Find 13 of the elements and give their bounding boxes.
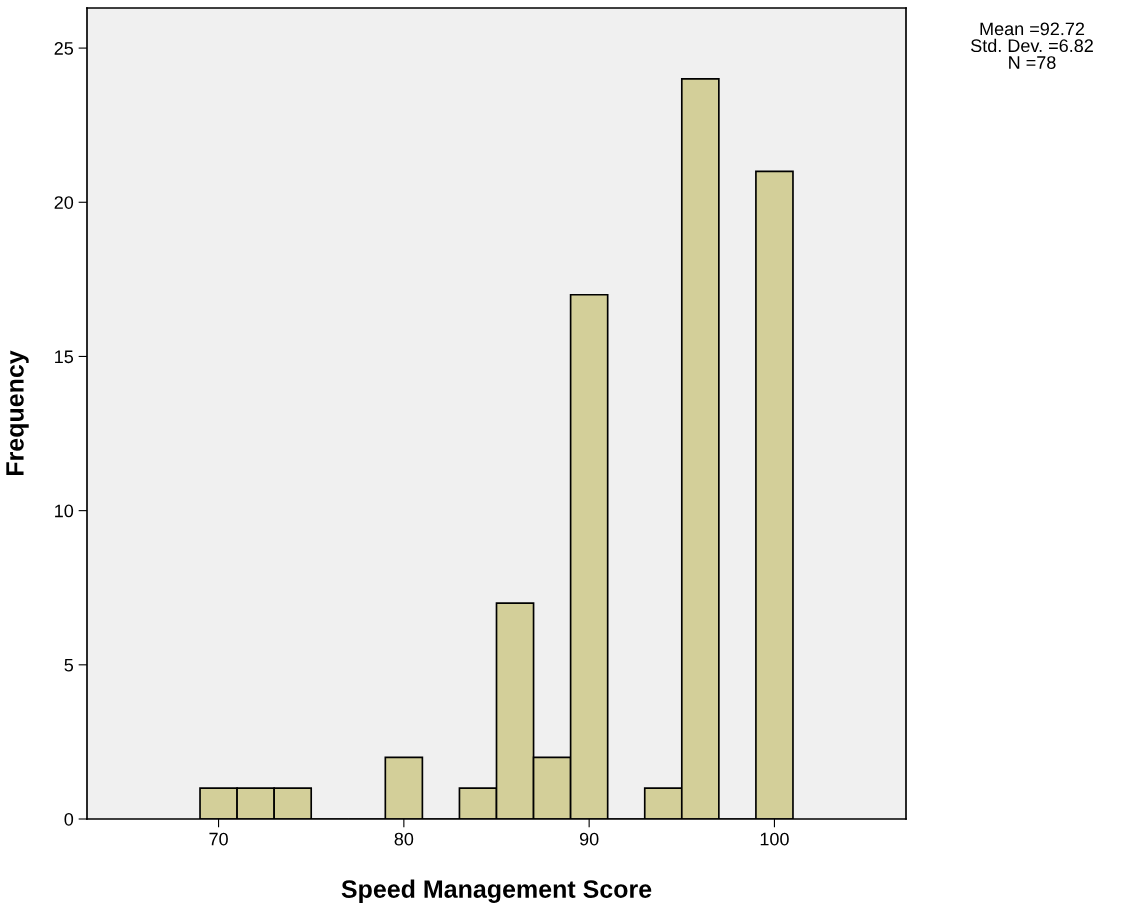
x-tick-label: 90: [579, 832, 599, 846]
y-tick-label: 10: [55, 504, 74, 518]
y-tick-label: 5: [64, 658, 74, 672]
y-tick-label: 15: [55, 350, 74, 364]
x-tick-label: 80: [394, 832, 414, 846]
x-axis-title: Speed Management Score: [341, 879, 652, 903]
y-axis-title: Frequency: [6, 350, 29, 476]
text: Mean =92.72 Std. Dev. =6.82 N =78: [971, 22, 1093, 69]
x-tick-label: 70: [209, 832, 228, 846]
y-tick-label: 20: [54, 196, 74, 209]
x-tick-label: 100: [760, 832, 789, 846]
y-tick-label: 25: [54, 42, 74, 55]
y-tick-label: 0: [64, 812, 74, 826]
